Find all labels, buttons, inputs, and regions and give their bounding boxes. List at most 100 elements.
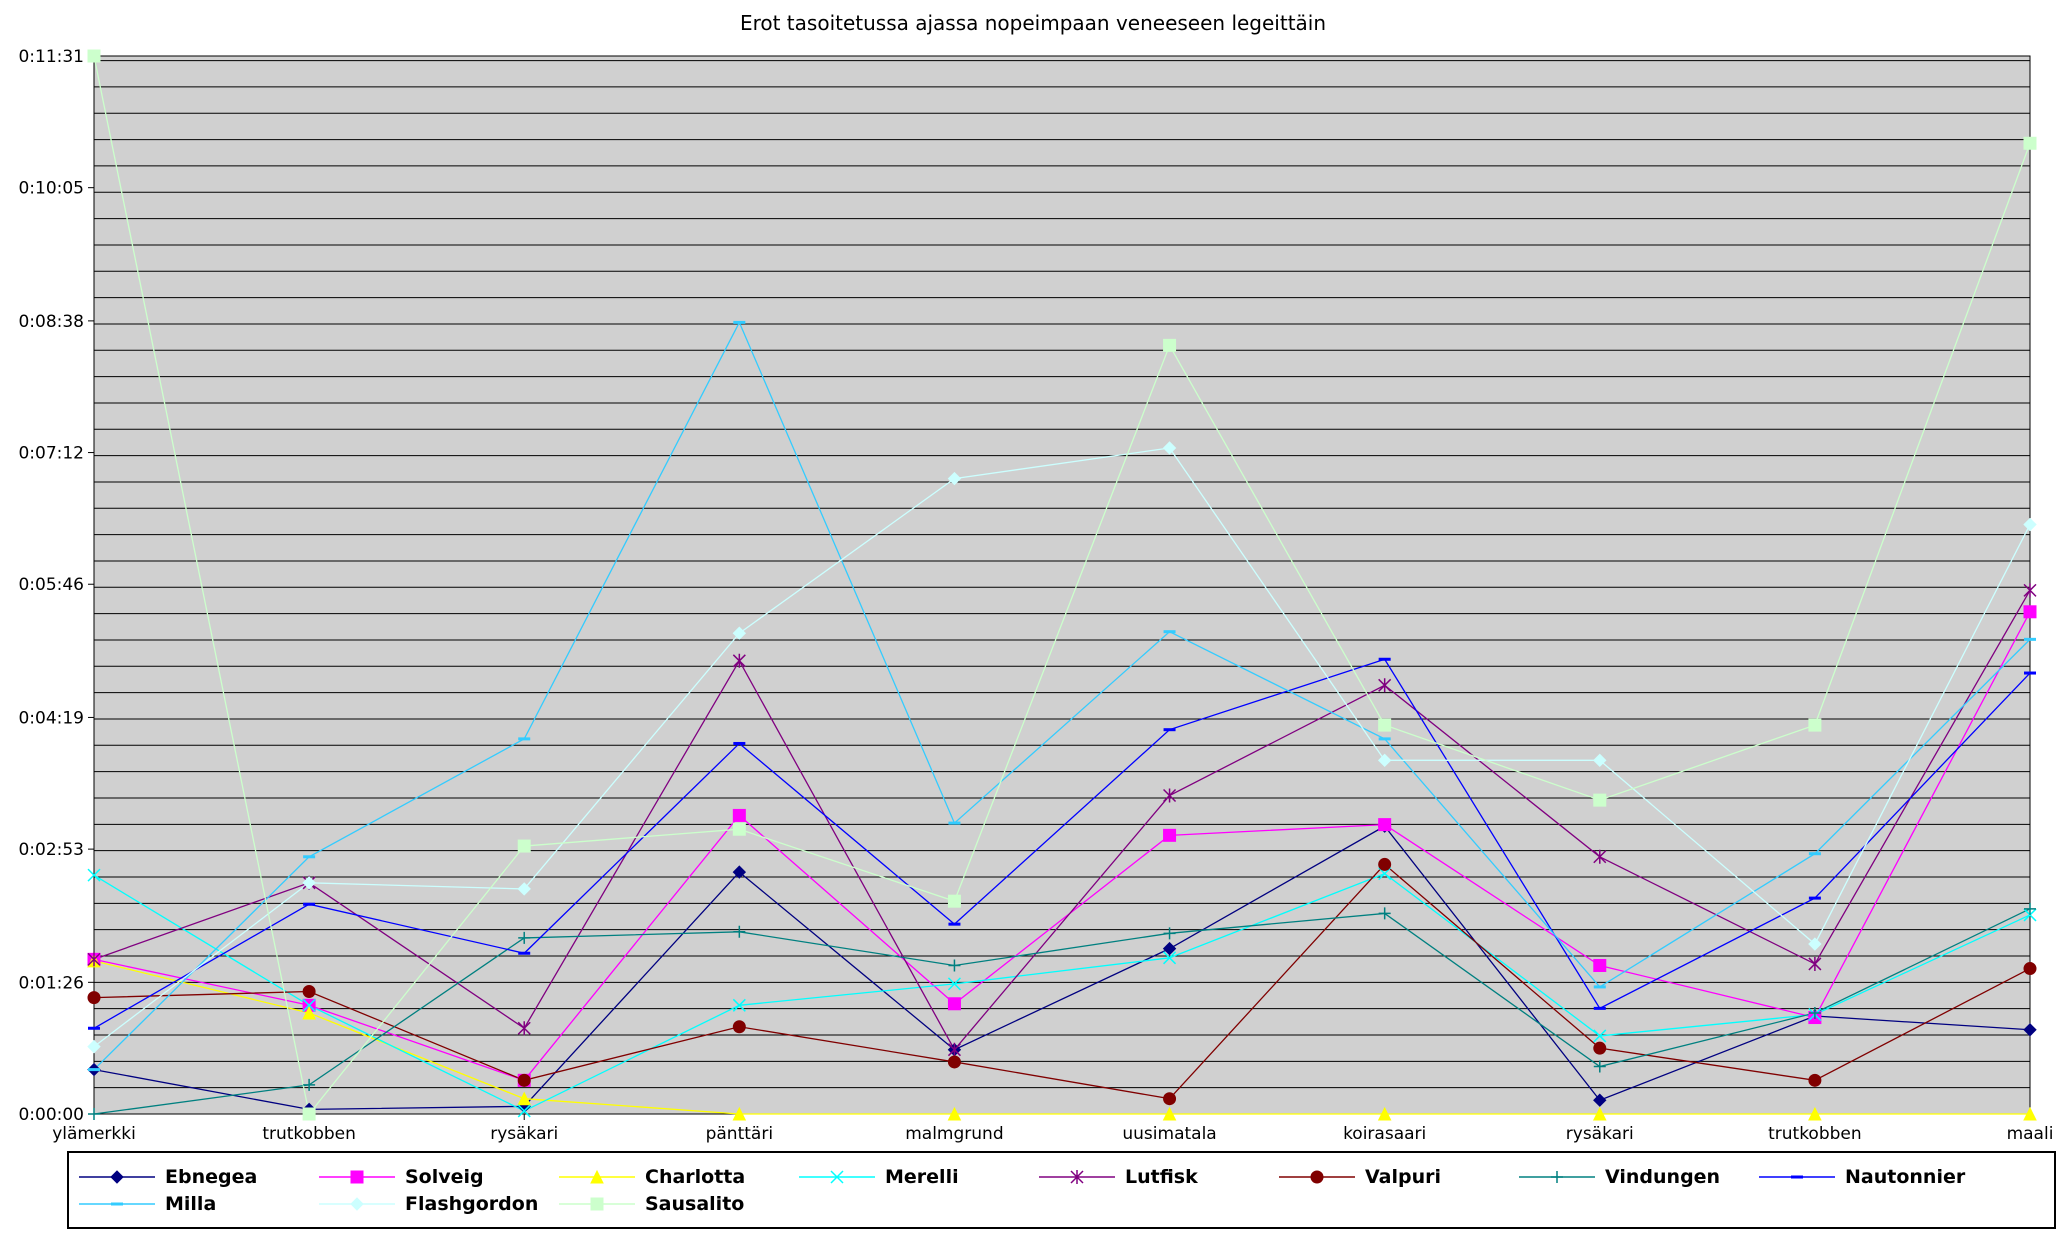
data-point <box>87 868 101 882</box>
legend-marker <box>1791 1175 1803 1179</box>
data-point <box>733 320 746 324</box>
plot-area <box>93 55 2031 1115</box>
legend-marker <box>1070 1170 1084 1184</box>
data-point <box>1593 1029 1607 1043</box>
y-axis: 0:00:00 0:01:26 0:02:53 0:04:19 0:05:46 0:07:… <box>18 47 94 1125</box>
series-lines <box>93 55 2031 1116</box>
data-point <box>1593 1093 1607 1107</box>
y-tick-label: 0:01:26 <box>18 973 84 993</box>
data-point <box>1378 867 1392 881</box>
series-points-valpuri <box>87 857 2037 1106</box>
legend-swatch <box>319 1170 395 1184</box>
legend-swatch <box>1279 1170 1355 1184</box>
data-point <box>518 737 531 741</box>
data-point <box>87 952 101 967</box>
y-tick-label: 0:10:05 <box>18 179 84 199</box>
data-point <box>517 839 531 853</box>
data-point <box>87 49 101 63</box>
legend-item: Vindungen <box>1519 1164 1720 1190</box>
data-point <box>2024 902 2036 915</box>
legend-item: Milla <box>79 1191 216 1217</box>
data-point <box>1593 1006 1606 1010</box>
data-point <box>302 876 316 890</box>
data-point <box>732 626 747 640</box>
data-point <box>1808 852 1821 856</box>
series-points-flashgordon <box>87 441 2037 1054</box>
data-point <box>948 959 961 972</box>
legend-label: Sausalito <box>645 1193 745 1215</box>
data-point <box>947 894 961 908</box>
data-point <box>1378 718 1392 732</box>
data-point <box>2024 637 2036 641</box>
data-point <box>303 1078 316 1091</box>
data-point <box>1378 678 1392 693</box>
data-point <box>1593 753 1607 768</box>
legend-marker <box>110 1170 124 1184</box>
data-point <box>87 991 101 1005</box>
legend-swatch <box>1519 1171 1595 1183</box>
data-point <box>732 653 746 668</box>
data-point <box>1593 1041 1607 1055</box>
legend-item: Ebnegea <box>79 1164 257 1190</box>
legend-label: Ebnegea <box>165 1166 258 1188</box>
data-point <box>88 1026 100 1030</box>
data-point <box>1593 958 1607 972</box>
data-point <box>302 1005 316 1020</box>
legend-label: Valpuri <box>1365 1166 1442 1188</box>
legend-swatch <box>79 1170 155 1184</box>
series-line-flashgordon <box>93 447 2031 1048</box>
data-point <box>303 902 316 906</box>
legend-swatch <box>1759 1175 1835 1179</box>
data-point <box>1378 857 1392 871</box>
data-point <box>732 1106 747 1121</box>
series-points-lutfisk <box>87 583 2037 1057</box>
legend-marker <box>590 1197 604 1211</box>
data-point <box>1808 937 1822 951</box>
legend-swatch <box>799 1170 875 1184</box>
legend-item: Charlotta <box>559 1164 745 1190</box>
data-point <box>517 882 531 896</box>
data-point <box>2023 517 2037 532</box>
data-point <box>732 808 746 822</box>
data-point <box>1808 1006 1821 1019</box>
data-point <box>2023 583 2037 598</box>
data-point <box>2023 1023 2037 1037</box>
series-points-milla <box>88 320 2036 1072</box>
series-line-nautonnier <box>93 658 2031 1029</box>
data-point <box>517 1021 531 1036</box>
data-point <box>733 925 746 938</box>
legend-item: Nautonnier <box>1759 1164 1965 1190</box>
series-line-ebnegea <box>93 825 2031 1111</box>
data-point <box>1163 630 1176 634</box>
y-tick-label: 0:11:31 <box>18 47 84 67</box>
x-tick-label: malmgrund <box>905 1124 1003 1144</box>
data-point <box>302 985 316 999</box>
legend-label: Solveig <box>405 1166 484 1188</box>
legend-label: Milla <box>165 1193 217 1215</box>
series-points-charlotta <box>87 953 2037 1121</box>
x-tick-label: uusimatala <box>1122 1124 1216 1144</box>
y-tick-label: 0:07:12 <box>18 444 84 464</box>
data-point <box>947 1055 961 1069</box>
data-point <box>1162 441 1177 455</box>
data-point <box>88 1108 100 1120</box>
data-point <box>1377 753 1392 768</box>
data-point <box>732 865 747 879</box>
legend-marker <box>350 1170 364 1184</box>
data-point <box>1808 1073 1822 1087</box>
data-point <box>2023 962 2037 976</box>
data-point <box>947 977 961 991</box>
data-point <box>87 1039 101 1054</box>
x-tick-label: rysäkari <box>1566 1124 1634 1144</box>
y-tick-label: 0:00:00 <box>18 1105 84 1125</box>
legend-item: Flashgordon <box>319 1191 538 1217</box>
legend-marker <box>350 1197 364 1211</box>
data-point <box>1378 737 1391 741</box>
data-point <box>1808 1106 1822 1121</box>
data-point <box>518 951 531 955</box>
chart-title: Erot tasoitetussa ajassa nopeimpaan vene… <box>740 11 1326 35</box>
data-point <box>733 741 746 745</box>
x-tick-label: rysäkari <box>490 1124 558 1144</box>
legend-swatch <box>319 1197 395 1211</box>
